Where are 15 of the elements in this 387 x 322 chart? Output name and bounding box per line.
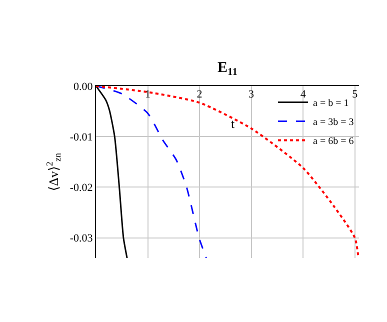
y-tick-label: -0.02 — [70, 182, 93, 194]
y-tick-label: -0.03 — [70, 232, 94, 245]
chart-title: E$_{11}$ — [218, 60, 238, 78]
x-axis-title: t — [231, 116, 235, 131]
x-tick-label: 5 — [352, 88, 358, 101]
line-series — [96, 86, 359, 258]
legend-label: a = 3b = 3 — [313, 117, 354, 128]
legend-label: a = 6b = 6 — [313, 136, 354, 148]
x-tick-label: 2 — [196, 88, 202, 101]
x-tick-label: 4 — [300, 88, 306, 101]
x-tick-label: 1 — [145, 88, 151, 101]
legend-label: a = b = 1 — [313, 98, 349, 110]
x-tick-label: 3 — [248, 88, 255, 101]
y-tick-label: 0.00 — [74, 80, 94, 93]
y-tick-label: -0.01 — [70, 131, 93, 144]
